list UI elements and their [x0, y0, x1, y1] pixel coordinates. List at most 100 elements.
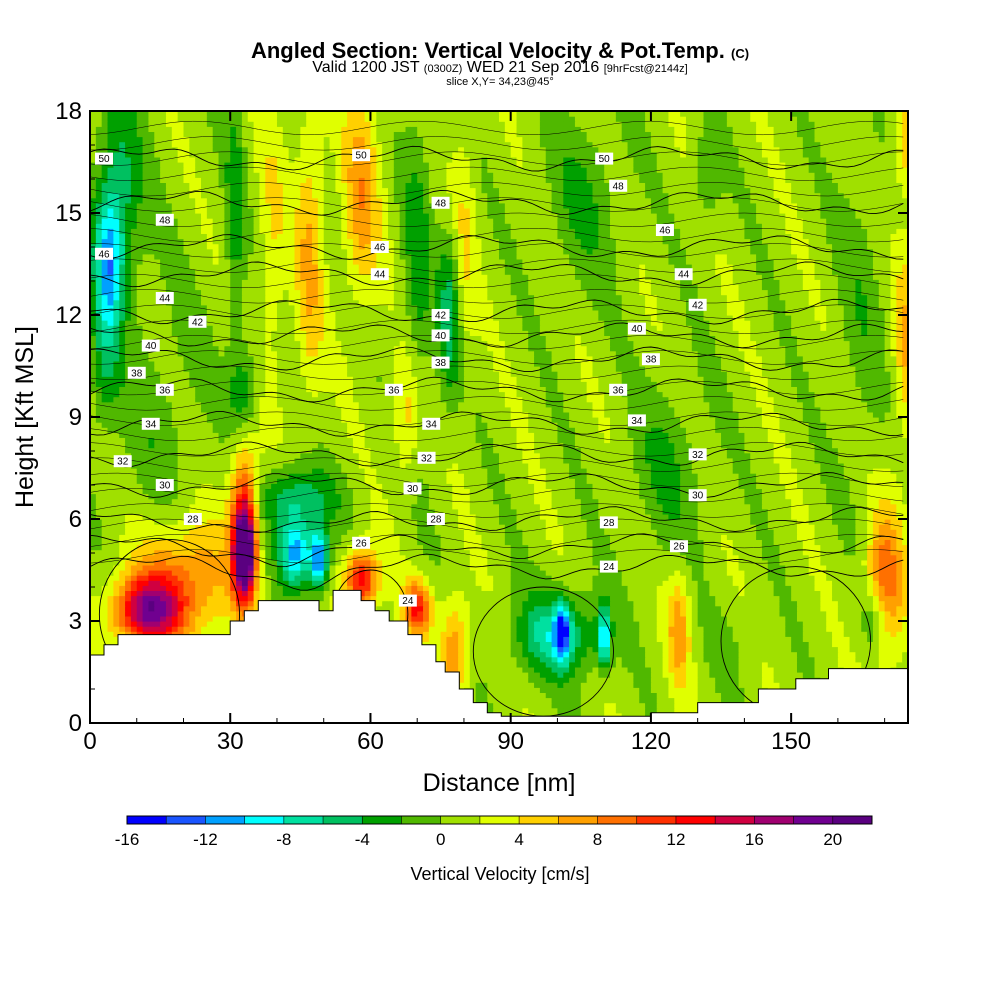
velocity-cell [434, 585, 442, 591]
velocity-cell [779, 570, 786, 576]
velocity-cell [475, 559, 483, 566]
velocity-cell [510, 539, 518, 546]
velocity-cell [843, 590, 851, 597]
velocity-cell [428, 539, 436, 546]
velocity-cell [779, 656, 786, 663]
velocity-cell [738, 677, 745, 683]
velocity-cell [808, 544, 816, 551]
velocity-cell [773, 621, 781, 627]
velocity-cell [382, 554, 389, 561]
velocity-cell [218, 570, 225, 576]
velocity-cell [645, 621, 652, 627]
velocity-cell [160, 559, 167, 566]
velocity-cell [721, 687, 728, 693]
velocity-cell [434, 549, 442, 556]
velocity-cell [756, 605, 763, 612]
velocity-cell [580, 585, 588, 591]
velocity-cell [826, 631, 833, 637]
velocity-cell [183, 590, 190, 597]
velocity-cell [732, 559, 740, 566]
velocity-cell [113, 554, 120, 561]
velocity-cell [294, 564, 301, 571]
velocity-cell [487, 631, 494, 637]
velocity-cell [796, 600, 804, 607]
velocity-cell [481, 621, 488, 627]
velocity-cell [569, 615, 576, 622]
velocity-cell [411, 605, 418, 612]
velocity-cell [773, 656, 781, 663]
velocity-cell [516, 626, 523, 632]
velocity-cell [323, 539, 331, 546]
velocity-cell [504, 564, 512, 571]
velocity-cell [697, 677, 705, 683]
velocity-cell [861, 610, 868, 617]
velocity-cell [639, 661, 646, 668]
velocity-cell [639, 621, 646, 627]
velocity-cell [522, 590, 529, 597]
velocity-cell [872, 605, 880, 612]
velocity-cell [709, 590, 716, 597]
velocity-cell [574, 575, 582, 581]
velocity-cell [726, 651, 734, 658]
velocity-cell [878, 621, 886, 627]
velocity-cell [604, 692, 611, 699]
velocity-cell [884, 600, 892, 607]
velocity-cell [750, 610, 757, 617]
velocity-cell [761, 544, 769, 551]
velocity-cell [569, 621, 576, 627]
velocity-cell [241, 590, 249, 597]
velocity-cell [236, 544, 243, 551]
velocity-cell [452, 656, 459, 663]
velocity-cell [458, 544, 465, 551]
velocity-cell [446, 585, 453, 591]
velocity-cell [750, 672, 757, 678]
velocity-cell [189, 615, 196, 622]
velocity-cell [849, 636, 857, 642]
velocity-cell [861, 605, 868, 612]
velocity-cell [557, 590, 564, 597]
velocity-cell [475, 595, 483, 602]
velocity-cell [645, 570, 652, 576]
velocity-cell [890, 600, 897, 607]
velocity-cell [656, 595, 664, 602]
velocity-cell [697, 570, 705, 576]
velocity-cell [761, 580, 769, 586]
velocity-cell [241, 554, 249, 561]
velocity-cell [136, 554, 144, 561]
velocity-cell [195, 585, 202, 591]
velocity-cell [154, 610, 161, 617]
velocity-cell [218, 549, 225, 556]
velocity-cell [113, 595, 120, 602]
velocity-cell [592, 590, 599, 597]
velocity-cell [744, 672, 751, 678]
velocity-cell [750, 554, 757, 561]
velocity-cell [808, 595, 816, 602]
velocity-cell [142, 610, 150, 617]
velocity-cell [236, 580, 243, 586]
velocity-cell [744, 661, 751, 668]
velocity-cell [510, 687, 518, 693]
velocity-cell [820, 656, 827, 663]
velocity-cell [434, 570, 442, 576]
velocity-cell [458, 570, 465, 576]
velocity-cell [890, 615, 897, 622]
velocity-cell [627, 672, 634, 678]
velocity-cell [627, 631, 634, 637]
velocity-cell [189, 585, 196, 591]
velocity-cell [265, 595, 272, 602]
velocity-cell [697, 605, 705, 612]
velocity-cell [802, 590, 810, 597]
velocity-cell [814, 600, 821, 607]
velocity-cell [814, 651, 821, 658]
velocity-cell [680, 631, 687, 637]
velocity-cell [896, 610, 903, 617]
velocity-cell [656, 610, 664, 617]
velocity-cell [458, 661, 465, 668]
velocity-cell [177, 615, 185, 622]
velocity-cell [148, 539, 155, 546]
velocity-cell [107, 564, 114, 571]
velocity-cell [160, 564, 167, 571]
velocity-cell [119, 631, 126, 637]
velocity-cell [680, 605, 687, 612]
velocity-cell [165, 580, 173, 586]
